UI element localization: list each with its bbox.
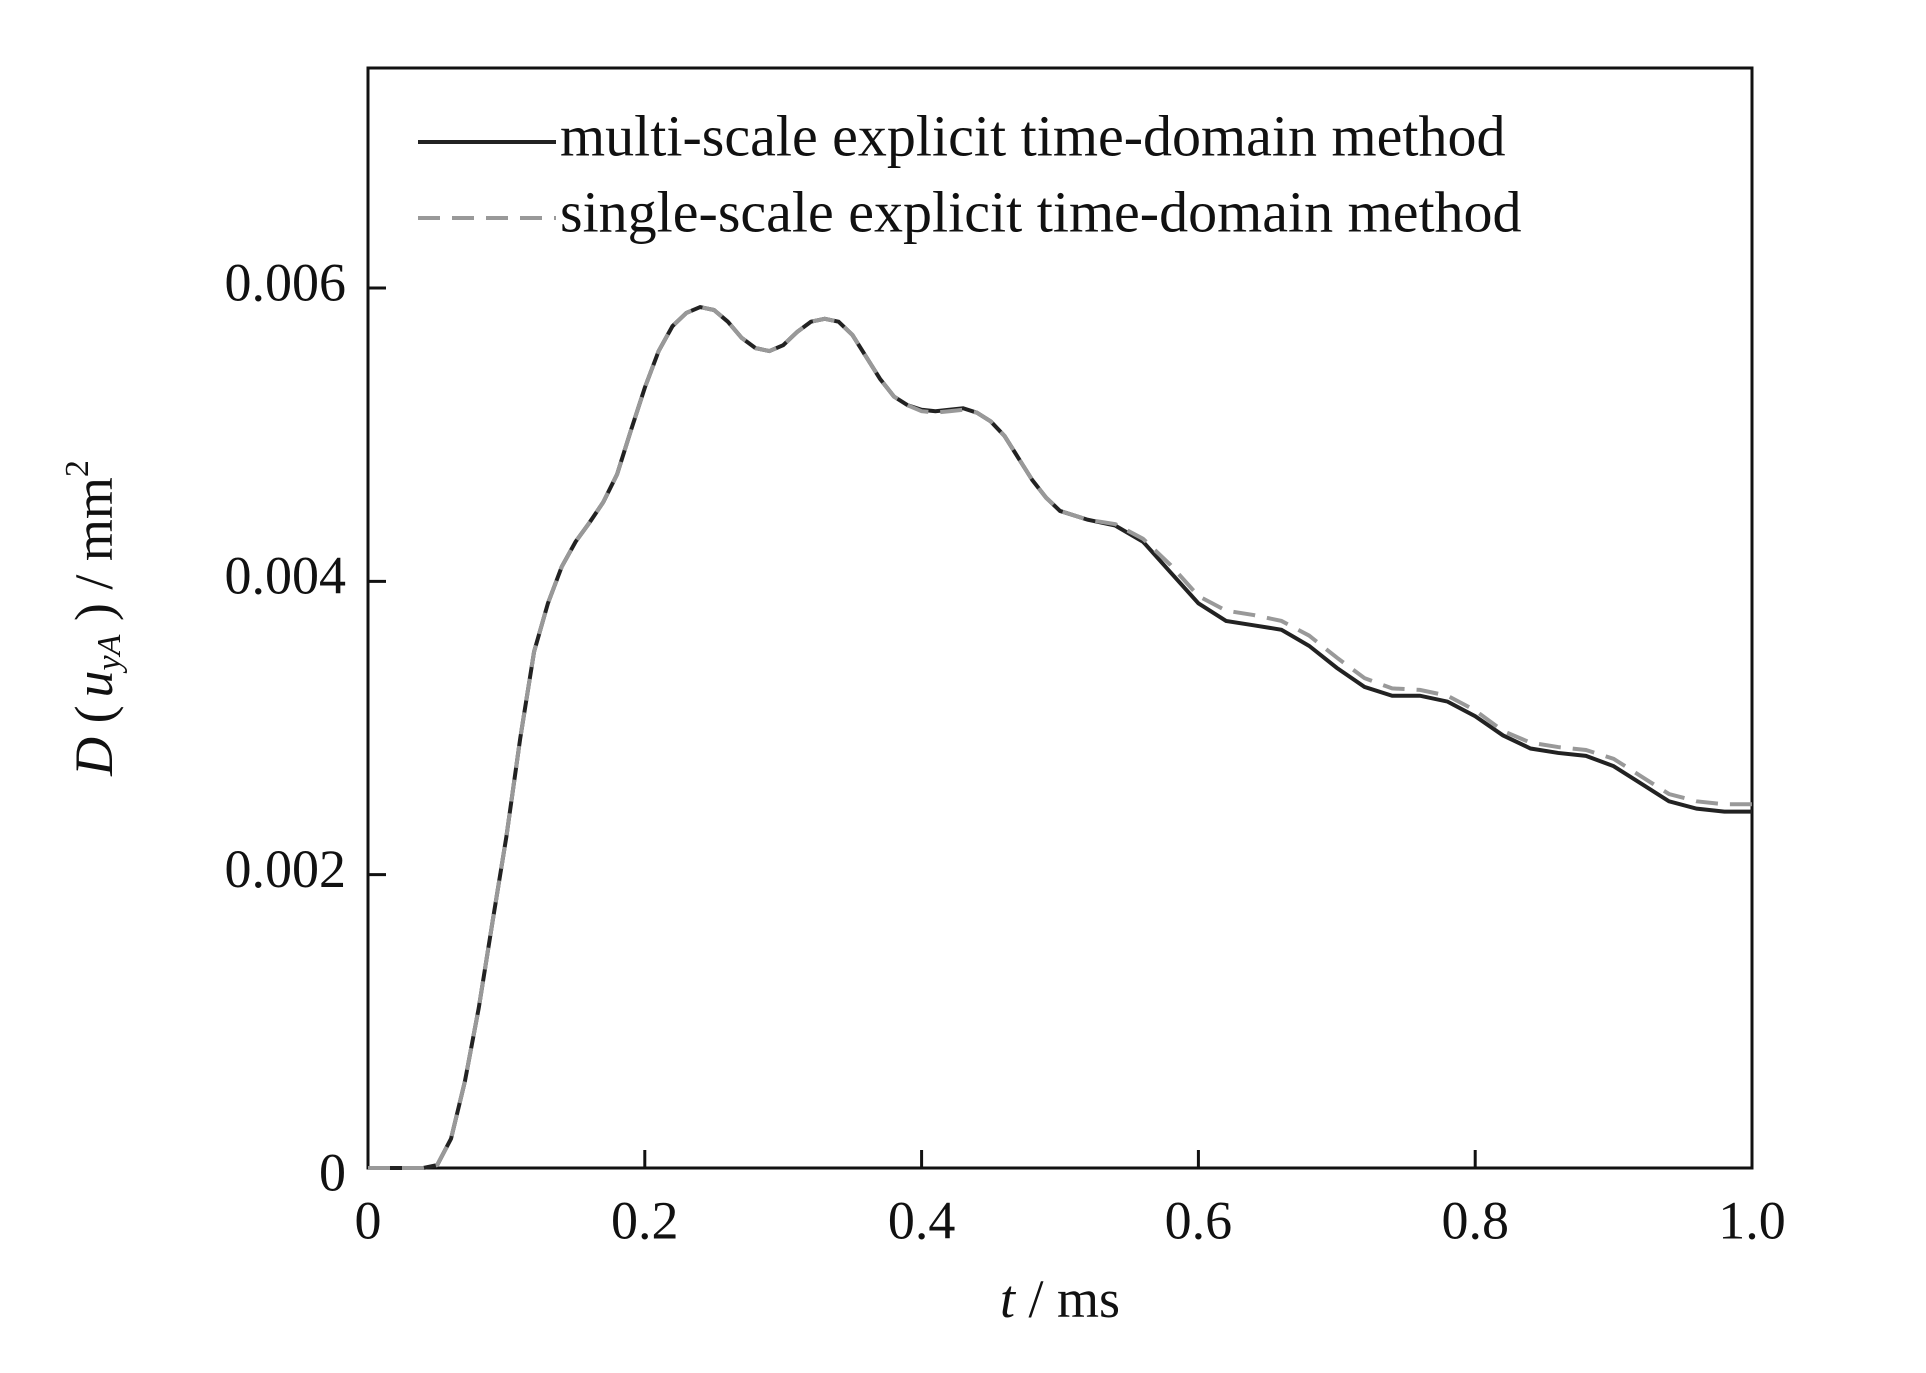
x-tick-label: 0.2 [611, 1190, 679, 1250]
x-tick-label: 0.6 [1165, 1190, 1233, 1250]
y-axis-label: D ( uyA ) / mm2 [59, 460, 128, 777]
legend-label: multi-scale explicit time-domain method [560, 103, 1505, 168]
x-axis-label: t / ms [1000, 1269, 1120, 1329]
y-label-sub: yA [91, 634, 128, 673]
y-label-sup: 2 [59, 460, 96, 477]
y-tick-label: 0.004 [225, 546, 347, 606]
x-tick-label: 0 [355, 1190, 382, 1250]
x-tick-label: 0.4 [888, 1190, 956, 1250]
x-label-var: t [1000, 1269, 1017, 1329]
y-tick-label: 0 [319, 1142, 346, 1202]
y-tick-label: 0.006 [225, 252, 347, 312]
x-label-unit: / ms [1015, 1269, 1120, 1329]
y-label-u: u [64, 670, 124, 697]
x-tick-label: 1.0 [1718, 1190, 1786, 1250]
series-line [368, 304, 1752, 1170]
series-line [368, 304, 1752, 1170]
y-tick-label: 0.002 [225, 839, 347, 899]
y-label-unit: ) / mm [64, 477, 124, 635]
x-tick-label: 0.8 [1441, 1190, 1509, 1250]
y-label-paren: ( [64, 705, 124, 736]
y-label-d: D [64, 737, 124, 777]
plot-frame [366, 66, 1754, 1170]
legend-label: single-scale explicit time-domain method [560, 179, 1522, 244]
